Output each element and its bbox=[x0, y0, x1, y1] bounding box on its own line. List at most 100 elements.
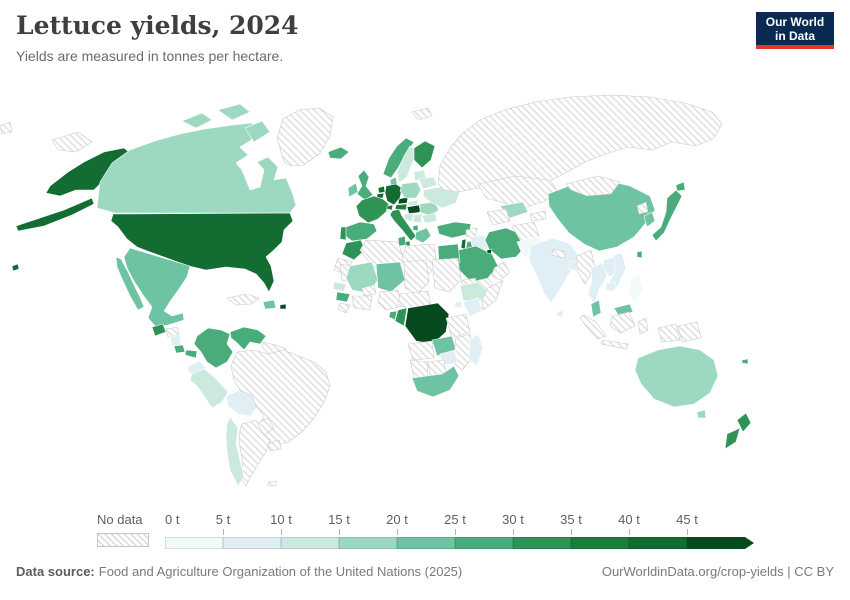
legend-segment-2[interactable] bbox=[281, 537, 339, 549]
no-data-swatch[interactable] bbox=[97, 533, 149, 547]
country-angola[interactable] bbox=[407, 340, 435, 361]
country-iceland[interactable] bbox=[327, 146, 350, 160]
country-india[interactable] bbox=[528, 237, 580, 304]
country-austria[interactable] bbox=[394, 203, 408, 211]
country-argentina[interactable] bbox=[238, 419, 271, 487]
country-panama[interactable] bbox=[184, 349, 198, 359]
country-spain[interactable] bbox=[343, 221, 378, 242]
country-south-africa[interactable] bbox=[411, 365, 460, 398]
country-new-zealand[interactable] bbox=[724, 427, 741, 450]
owid-logo[interactable]: Our World in Data bbox=[756, 12, 834, 49]
country-nicaragua[interactable] bbox=[169, 334, 182, 347]
country-somalia[interactable] bbox=[481, 279, 504, 311]
country-tunisia[interactable] bbox=[397, 235, 407, 247]
country-russia[interactable] bbox=[0, 121, 13, 135]
country-italy[interactable] bbox=[389, 208, 417, 242]
country-france[interactable] bbox=[355, 195, 390, 224]
country-bulgaria[interactable] bbox=[421, 212, 438, 224]
country-australia[interactable] bbox=[696, 409, 707, 419]
country-germany[interactable] bbox=[384, 183, 403, 206]
country-russia[interactable] bbox=[51, 131, 93, 153]
country-canada[interactable] bbox=[244, 120, 271, 143]
country-oman[interactable] bbox=[491, 261, 511, 281]
country-sri-lanka[interactable] bbox=[556, 309, 564, 318]
country-gabon[interactable] bbox=[388, 310, 398, 321]
country-kenya[interactable] bbox=[462, 297, 483, 318]
country-chile[interactable] bbox=[225, 416, 245, 487]
country-denmark[interactable] bbox=[389, 176, 398, 187]
legend-bar[interactable]: 0 t 5 t 10 t 15 t 20 t 25 t 30 t 35 t 40 t 45 t bbox=[165, 512, 745, 549]
country-afghanistan[interactable] bbox=[511, 221, 540, 243]
country-nigeria[interactable] bbox=[377, 289, 403, 311]
country-greenland[interactable] bbox=[276, 107, 334, 167]
country-svalbard[interactable] bbox=[411, 107, 433, 121]
country-north-korea[interactable] bbox=[636, 201, 649, 215]
country-south-korea[interactable] bbox=[643, 211, 656, 228]
country-netherlands[interactable] bbox=[377, 185, 386, 194]
country-belgium[interactable] bbox=[376, 192, 385, 199]
country-nepal[interactable] bbox=[551, 248, 567, 259]
country-canada[interactable] bbox=[181, 112, 213, 129]
country-puerto-rico[interactable] bbox=[279, 303, 287, 310]
legend-segment-5[interactable] bbox=[455, 537, 513, 549]
legend-segment-9[interactable] bbox=[687, 537, 754, 549]
country-hungary[interactable] bbox=[406, 204, 422, 215]
country-costa-rica[interactable] bbox=[173, 344, 186, 354]
country-indonesia[interactable] bbox=[637, 317, 649, 335]
country-congo[interactable] bbox=[394, 307, 408, 327]
country-turkmenistan[interactable] bbox=[486, 208, 511, 226]
country-mexico[interactable] bbox=[115, 256, 145, 311]
country-uruguay[interactable] bbox=[267, 439, 282, 452]
country-niger[interactable] bbox=[375, 261, 406, 293]
country-serbia[interactable] bbox=[412, 213, 423, 224]
country-myanmar[interactable] bbox=[576, 249, 596, 285]
country-poland[interactable] bbox=[399, 181, 422, 199]
country-taiwan[interactable] bbox=[636, 250, 643, 259]
country-canada[interactable] bbox=[217, 103, 251, 121]
country-finland[interactable] bbox=[413, 140, 436, 169]
country-united-states[interactable] bbox=[15, 197, 95, 232]
country-portugal[interactable] bbox=[339, 226, 347, 241]
country-new-caledonia[interactable] bbox=[741, 358, 749, 365]
country-brazil[interactable] bbox=[230, 349, 331, 447]
country-switzerland[interactable] bbox=[386, 204, 394, 211]
country-belarus[interactable] bbox=[418, 176, 438, 190]
country-indonesia[interactable] bbox=[600, 339, 629, 350]
country-mongolia[interactable] bbox=[565, 175, 621, 197]
legend-segment-4[interactable] bbox=[397, 537, 455, 549]
country-croatia[interactable] bbox=[403, 212, 415, 223]
country-indonesia[interactable] bbox=[579, 314, 607, 340]
country-greece[interactable] bbox=[414, 227, 432, 244]
country-malaysia[interactable] bbox=[590, 299, 602, 318]
country-australia[interactable] bbox=[634, 345, 719, 408]
country-senegal[interactable] bbox=[332, 281, 347, 292]
country-canada[interactable] bbox=[96, 122, 297, 214]
legend-segment-7[interactable] bbox=[571, 537, 629, 549]
country-kuwait[interactable] bbox=[486, 248, 493, 255]
country-chad[interactable] bbox=[403, 259, 430, 295]
country-bangladesh[interactable] bbox=[568, 260, 578, 272]
country-united-states[interactable] bbox=[11, 263, 20, 272]
country-morocco[interactable] bbox=[341, 239, 366, 261]
legend-segment-8[interactable] bbox=[629, 537, 687, 549]
legend-segment-0[interactable] bbox=[165, 537, 223, 549]
country-iran[interactable] bbox=[484, 227, 527, 260]
country-venezuela[interactable] bbox=[229, 326, 267, 351]
country-cuba[interactable] bbox=[226, 293, 260, 306]
country-japan[interactable] bbox=[675, 181, 686, 192]
country-burkina-faso[interactable] bbox=[361, 284, 377, 297]
country-mexico[interactable] bbox=[123, 247, 191, 328]
country-sierra-leone[interactable] bbox=[337, 302, 351, 314]
country-indonesia[interactable] bbox=[609, 311, 636, 334]
country-philippines[interactable] bbox=[628, 273, 644, 304]
country-tanzania[interactable] bbox=[445, 313, 471, 339]
country-dominican-republic[interactable] bbox=[262, 299, 277, 310]
legend-segment-6[interactable] bbox=[513, 537, 571, 549]
country-papua-new-guinea[interactable] bbox=[677, 321, 702, 343]
country-slovakia[interactable] bbox=[407, 199, 419, 207]
legend-segment-3[interactable] bbox=[339, 537, 397, 549]
country-cambodia[interactable] bbox=[605, 281, 617, 292]
country-ghana[interactable] bbox=[351, 295, 373, 311]
country-kazakhstan[interactable] bbox=[477, 175, 559, 209]
country-new-zealand[interactable] bbox=[736, 412, 752, 433]
